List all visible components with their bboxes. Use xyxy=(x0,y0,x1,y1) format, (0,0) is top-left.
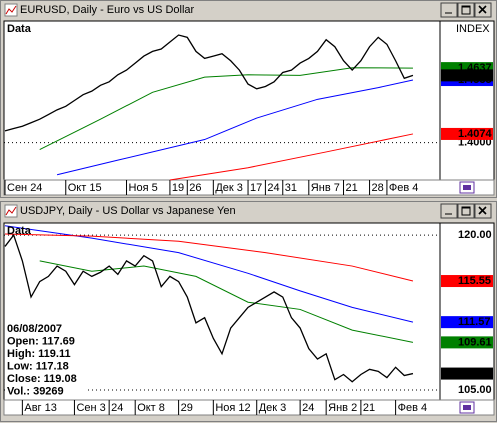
window-max-button[interactable] xyxy=(457,2,475,18)
plot-area xyxy=(3,222,495,401)
price-label: 109.61 xyxy=(458,336,492,348)
x-tick-label: 29 xyxy=(181,402,193,414)
panel-label: Data xyxy=(7,225,32,237)
window-title: USDJPY, Daily - US Dollar vs Japanese Ye… xyxy=(20,205,236,217)
x-tick-label: Дек 3 xyxy=(215,182,243,194)
x-tick-label: Сен 24 xyxy=(7,182,42,194)
x-tick-label: 19 xyxy=(172,182,184,194)
price-label-box xyxy=(441,69,493,82)
moving-average xyxy=(169,133,414,181)
price-label: 106.59 xyxy=(458,367,492,379)
button-glyph xyxy=(478,5,487,14)
window-title: EURUSD, Daily - Euro vs US Dollar xyxy=(20,4,195,16)
x-tick-label: Авг 13 xyxy=(24,402,56,414)
x-tick-label: 31 xyxy=(285,182,297,194)
price-line xyxy=(4,233,414,383)
moving-average xyxy=(39,67,413,151)
x-tick-label: Янв 2 xyxy=(328,402,357,414)
info-line: Vol.: 39269 xyxy=(7,385,64,397)
x-tick-label: Фев 4 xyxy=(398,402,428,414)
x-tick-label: Янв 7 xyxy=(311,182,340,194)
price-label-box xyxy=(441,336,493,349)
price-label: 115.55 xyxy=(458,275,491,287)
x-tick-label: Окт 8 xyxy=(137,402,165,414)
date-axis xyxy=(3,399,495,416)
price-line xyxy=(4,34,414,132)
x-tick-label: Дек 3 xyxy=(259,402,287,414)
window-icon-glyph xyxy=(5,5,17,15)
plot-area xyxy=(3,20,495,181)
info-box xyxy=(5,322,85,398)
price-label-box xyxy=(441,367,493,380)
window-icon xyxy=(4,3,18,17)
x-tick-label: 24 xyxy=(302,402,314,414)
moving-average xyxy=(56,79,414,176)
title-bar xyxy=(2,203,495,219)
moving-average xyxy=(39,260,414,343)
button-glyph xyxy=(478,206,487,215)
x-tick-label: 26 xyxy=(189,182,201,194)
window-min-button[interactable] xyxy=(440,2,458,18)
x-tick-label: Фев 4 xyxy=(389,182,419,194)
chart-window: USDJPY, Daily - US Dollar vs Japanese Ye… xyxy=(0,201,497,422)
window-min-button[interactable] xyxy=(440,203,458,219)
x-tick-label: 28 xyxy=(372,182,384,194)
x-tick-label: 17 xyxy=(250,182,262,194)
window-icon xyxy=(4,204,18,218)
price-label-box xyxy=(441,316,493,329)
x-tick-label: 24 xyxy=(111,402,123,414)
window-icon-glyph xyxy=(5,206,17,216)
info-line: High: 119.11 xyxy=(7,348,71,360)
info-line: Low: 117.18 xyxy=(7,360,69,372)
window-max-button[interactable] xyxy=(457,203,475,219)
price-label-box xyxy=(441,275,493,288)
x-tick-label: Окт 15 xyxy=(68,182,102,194)
x-tick-label: Ноя 12 xyxy=(215,402,250,414)
chart-window: EURUSD, Daily - Euro vs US Dollar1.4000С… xyxy=(0,0,497,198)
y-tick-label: 105.00 xyxy=(458,384,492,396)
index-label: INDEX xyxy=(456,23,490,35)
x-tick-label: Ноя 5 xyxy=(129,182,158,194)
info-line: Close: 119.08 xyxy=(7,373,77,385)
y-tick-label: 120.00 xyxy=(458,229,492,241)
button-glyph xyxy=(461,5,471,15)
panel-label: Data xyxy=(7,23,32,35)
scale-button-core xyxy=(463,405,471,410)
info-line: Open: 117.69 xyxy=(7,335,75,347)
title-bar xyxy=(2,2,495,18)
moving-average xyxy=(4,225,414,323)
price-label: 111.57 xyxy=(458,316,490,328)
x-tick-label: 24 xyxy=(267,182,279,194)
price-label-box xyxy=(441,127,493,140)
price-label: 1.4575 xyxy=(458,69,492,81)
info-line: 06/08/2007 xyxy=(7,323,62,335)
x-tick-label: 21 xyxy=(363,402,375,414)
x-tick-label: 21 xyxy=(346,182,358,194)
x-tick-label: Сен 3 xyxy=(76,402,105,414)
button-glyph xyxy=(461,206,471,216)
moving-average xyxy=(4,233,414,282)
scale-button-core xyxy=(463,185,471,190)
price-label: 1.4074 xyxy=(458,128,493,140)
